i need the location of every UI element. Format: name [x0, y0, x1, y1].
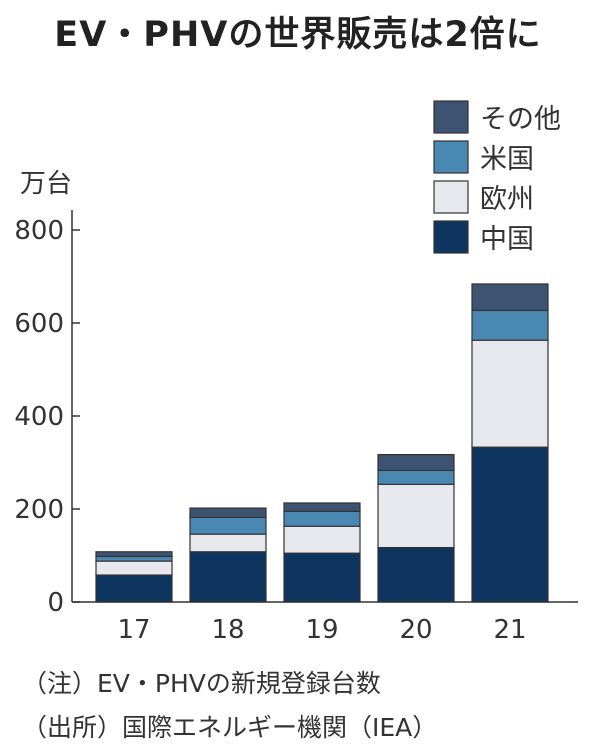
y-axis-unit-label: 万台 — [20, 169, 72, 199]
bar-segment — [471, 339, 549, 448]
legend-label: 欧州 — [480, 184, 534, 215]
bar-segment — [377, 546, 455, 603]
bar-segment — [189, 516, 267, 535]
bar-segment — [189, 507, 267, 518]
bar-segment — [471, 283, 549, 312]
bar-segment — [95, 574, 173, 603]
note-registration: （注）EV・PHVの新規登録台数 — [22, 669, 381, 698]
bar-segment — [377, 469, 455, 485]
x-tick-label: 19 — [305, 615, 338, 645]
bar-segment — [189, 533, 267, 553]
x-tick-label: 20 — [399, 615, 432, 645]
legend-swatch — [433, 180, 469, 214]
bar-segment — [283, 552, 361, 603]
x-axis: 17 18 19 20 21 — [72, 601, 578, 645]
legend-label: 米国 — [480, 144, 534, 175]
y-tick-label: 800 — [14, 216, 64, 246]
bar-segment — [95, 555, 173, 562]
y-tick-label: 200 — [14, 495, 64, 525]
bar-segment — [283, 502, 361, 512]
legend-swatch — [433, 220, 469, 254]
note-source: （出所）国際エネルギー機関（IEA） — [22, 713, 438, 742]
x-tick-label: 21 — [493, 615, 526, 645]
y-tick-label: 600 — [14, 309, 64, 339]
legend-swatch — [433, 100, 469, 134]
bar-segment — [95, 560, 173, 576]
y-tick-label: 0 — [47, 588, 64, 618]
bars — [95, 283, 549, 603]
legend-label: 中国 — [480, 224, 534, 255]
bar-segment — [283, 510, 361, 527]
chart-title: EV・PHVの世界販売は2倍に — [54, 15, 542, 55]
y-axis: 0 200 400 600 800 — [14, 210, 80, 618]
x-tick-label: 18 — [211, 615, 244, 645]
legend-label: その他 — [480, 104, 561, 135]
bar-segment — [471, 446, 549, 603]
bar-segment — [95, 551, 173, 558]
bar-segment — [471, 309, 549, 341]
bar-segment — [283, 525, 361, 554]
bar-segment — [377, 453, 455, 472]
bar-segment — [377, 483, 455, 549]
x-tick-label: 17 — [117, 615, 150, 645]
bar-segment — [189, 551, 267, 603]
legend-swatch — [433, 140, 469, 174]
y-tick-label: 400 — [14, 402, 64, 432]
